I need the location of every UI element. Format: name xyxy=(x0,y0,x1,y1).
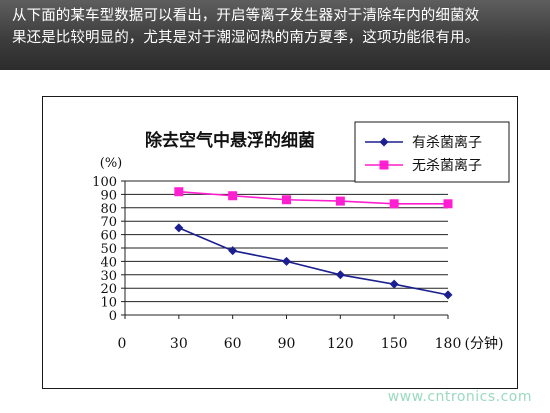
data-point-square xyxy=(228,191,238,201)
x-tick-label: 150 xyxy=(381,336,408,352)
series-layer xyxy=(174,187,453,300)
y-tick-label: 100 xyxy=(92,175,117,190)
chart-title: 除去空气中悬浮的细菌 xyxy=(145,130,315,151)
data-point-diamond xyxy=(443,290,453,300)
data-point-square xyxy=(389,199,399,209)
y-tick-label: 60 xyxy=(100,229,117,244)
data-point-diamond xyxy=(282,256,291,266)
data-point-square xyxy=(443,199,453,209)
data-point-square xyxy=(379,160,389,170)
banner-line-2: 果还是比较明显的，尤其是对于潮湿闷热的南方夏季，这项功能很有用。 xyxy=(12,30,480,46)
series-line xyxy=(178,227,449,296)
data-point-square xyxy=(282,195,291,205)
y-tick-label: 30 xyxy=(100,269,117,284)
x-tick-label: 30 xyxy=(170,336,188,352)
legend-label: 有杀菌离子 xyxy=(412,134,482,151)
legend-label: 无杀菌离子 xyxy=(412,157,482,174)
data-point-square xyxy=(335,196,345,206)
y-axis-unit-label: (%) xyxy=(100,156,123,171)
x-tick-label: 0 xyxy=(118,336,127,352)
y-tick-label: 90 xyxy=(100,188,117,203)
series-1 xyxy=(174,223,453,300)
data-point-diamond xyxy=(228,246,238,256)
x-tick-label: 60 xyxy=(224,336,242,352)
banner-line-1: 从下面的某车型数据可以看出，开启等离子发生器对于清除车内的细菌效 xyxy=(12,8,480,24)
data-point-diamond xyxy=(335,270,345,280)
y-tick-label: 0 xyxy=(109,309,117,324)
data-point-diamond xyxy=(389,279,399,289)
series-2 xyxy=(174,187,453,209)
data-point-diamond xyxy=(379,137,389,147)
x-axis-unit-label: (分钟) xyxy=(465,335,504,352)
y-tick-label: 20 xyxy=(100,282,117,297)
x-tick-label: 120 xyxy=(327,336,354,352)
series-line xyxy=(178,190,448,205)
y-tick-label: 40 xyxy=(100,255,117,270)
y-tick-label: 10 xyxy=(100,296,117,311)
data-point-diamond xyxy=(174,223,184,233)
watermark-text: www.cntronics.com xyxy=(387,389,532,405)
x-tick-label: 180 xyxy=(435,336,462,352)
legend-box xyxy=(354,121,510,183)
y-tick-label: 50 xyxy=(100,242,117,257)
header-banner: 从下面的某车型数据可以看出，开启等离子发生器对于清除车内的细菌效 果还是比较明显… xyxy=(0,0,550,70)
x-tick-label: 90 xyxy=(278,336,296,352)
data-point-square xyxy=(174,187,184,197)
y-tick-label: 70 xyxy=(100,215,117,230)
y-tick-label: 80 xyxy=(100,202,117,217)
